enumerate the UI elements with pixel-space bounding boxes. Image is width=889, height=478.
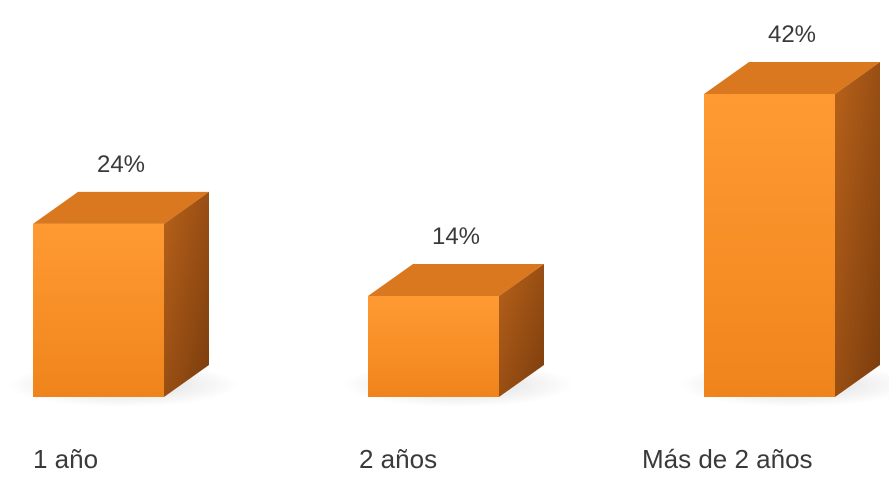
category-label: 1 año: [33, 444, 98, 473]
bar-top-face: [33, 191, 209, 224]
category-label: 2 años: [359, 444, 437, 473]
data-labels: 24% 14% 42%: [97, 21, 816, 250]
category-label: Más de 2 años: [642, 444, 813, 473]
category-labels: 1 año 2 años Más de 2 años: [33, 444, 813, 474]
bar: [368, 264, 544, 397]
bar-side-face: [164, 191, 209, 397]
bar-top-face: [704, 62, 880, 94]
data-label: 24%: [97, 151, 145, 178]
bar-front-face: [33, 223, 164, 397]
bar-side-face: [499, 264, 544, 397]
bar: [33, 191, 209, 397]
bar-top-face: [368, 264, 544, 296]
bar-front-face: [368, 296, 499, 397]
data-label: 14%: [432, 223, 480, 250]
bar: [704, 62, 880, 397]
bar-front-face: [704, 94, 835, 397]
data-label: 42%: [768, 21, 816, 48]
bar-side-face: [835, 62, 880, 397]
bars: [33, 62, 880, 397]
